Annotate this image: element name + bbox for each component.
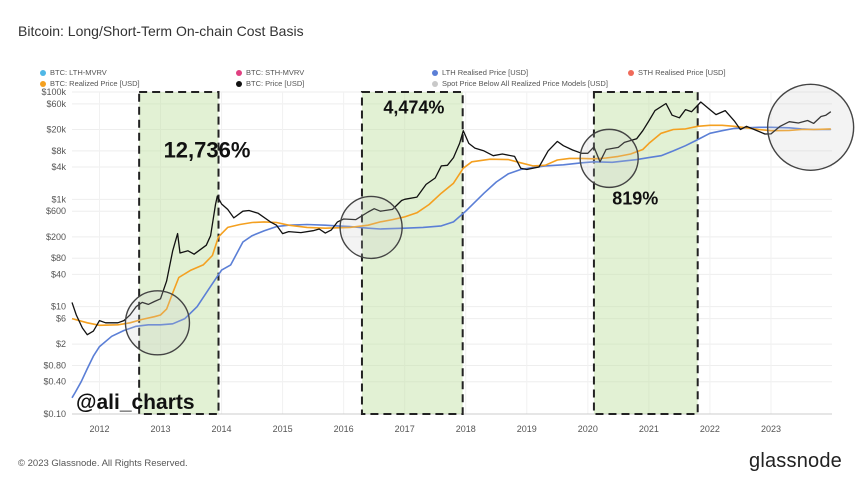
x-tick-label: 2012 [89,424,109,434]
legend-label: LTH Realised Price [USD] [442,68,529,77]
x-tick-label: 2018 [456,424,476,434]
annotation-label: 4,474% [383,97,444,117]
highlight-circle [339,195,403,260]
legend: BTC: LTH-MVRV BTC: STH-MVRV LTH Realised… [40,68,840,92]
y-tick-label: $60k [46,99,66,109]
legend-dot-icon [236,69,242,76]
watermark-text: @ali_charts [76,391,195,414]
annotation-label: 819% [612,189,658,209]
legend-label: BTC: Price [USD] [246,79,305,88]
x-tick-label: 2019 [517,424,537,434]
y-tick-label: $0.40 [43,377,66,387]
legend-label: Spot Price Below All Realized Price Mode… [442,79,608,88]
highlight-ranges [138,91,699,415]
series-line [71,124,831,327]
legend-dot-icon [432,80,438,87]
legend-dot-icon [628,69,634,76]
legend-dot-icon [236,80,242,87]
x-tick-label: 2013 [150,424,170,434]
series-lines [71,101,832,399]
legend-item-spot-below-realized[interactable]: Spot Price Below All Realized Price Mode… [432,79,608,88]
x-tick-label: 2014 [212,424,232,434]
legend-item-sth-mvrv[interactable]: BTC: STH-MVRV [236,68,304,77]
y-tick-label: $200 [46,232,66,242]
highlight-range [138,91,220,415]
highlight-range [360,91,464,415]
y-tick-label: $1k [51,194,66,204]
legend-label: BTC: Realized Price [USD] [50,79,140,88]
y-tick-label: $0.10 [43,409,66,419]
highlight-circle [766,83,855,171]
chart-title: Bitcoin: Long/Short-Term On-chain Cost B… [18,23,304,39]
y-tick-label: $80 [51,253,66,263]
legend-label: BTC: STH-MVRV [246,68,305,77]
x-tick-label: 2015 [273,424,293,434]
x-tick-label: 2017 [395,424,415,434]
legend-label: BTC: LTH-MVRV [50,68,107,77]
annotations: 12,736% 4,474% 819% [164,97,659,208]
legend-item-lth-mvrv[interactable]: BTC: LTH-MVRV [40,68,107,77]
highlight-range [592,91,699,415]
copyright-text: © 2023 Glassnode. All Rights Reserved. [18,458,188,469]
y-tick-label: $0.80 [43,361,66,371]
legend-label: STH Realised Price [USD] [638,68,726,77]
y-tick-label: $600 [46,206,66,216]
legend-dot-icon [40,80,46,87]
grid-lines [72,91,832,415]
series-line [71,126,831,399]
y-axis-ticks: $0.10 $0.40 $0.80 $2 $6 $10 $40 $80 $200 $600 $1k $… [41,87,66,419]
legend-dot-icon [432,69,438,76]
y-tick-label: $100k [41,87,66,97]
x-tick-label: 2016 [334,424,354,434]
circle-markers [124,83,855,356]
legend-item-lth-realised-price[interactable]: LTH Realised Price [USD] [432,68,528,77]
y-tick-label: $4k [51,162,66,172]
legend-item-realized-price[interactable]: BTC: Realized Price [USD] [40,79,140,88]
y-tick-label: $10 [51,302,66,312]
x-tick-label: 2023 [761,424,781,434]
y-tick-label: $2 [56,339,66,349]
y-tick-label: $20k [46,125,66,135]
x-tick-label: 2020 [578,424,598,434]
y-tick-label: $6 [56,314,66,324]
highlight-circle [124,290,191,356]
legend-item-btc-price[interactable]: BTC: Price [USD] [236,79,304,88]
x-axis-ticks: 2012 2013 2014 2015 2016 2017 2018 2019 2020 2021… [89,424,781,434]
series-line [71,101,832,336]
y-tick-label: $8k [51,146,66,156]
brand-logo[interactable]: glassnode [749,450,842,472]
y-tick-label: $40 [51,269,66,279]
legend-item-sth-realised-price[interactable]: STH Realised Price [USD] [628,68,726,77]
x-tick-label: 2022 [700,424,720,434]
legend-dot-icon [40,69,46,76]
highlight-circle [579,128,639,189]
annotation-label: 12,736% [164,138,251,163]
x-tick-label: 2021 [639,424,659,434]
